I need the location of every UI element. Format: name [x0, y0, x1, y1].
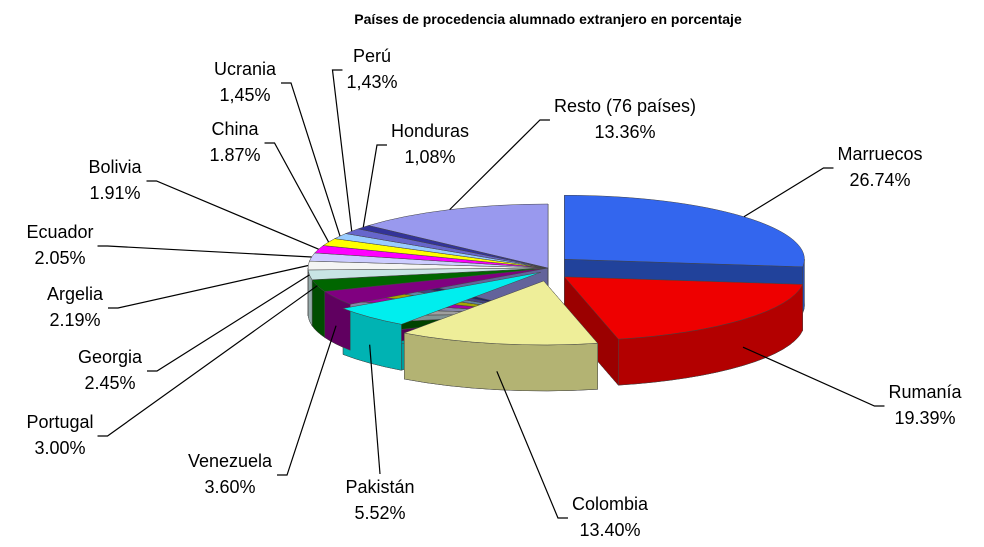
- slice: [564, 194, 805, 268]
- slice-value-label: 1,43%: [346, 72, 397, 92]
- slice-label: Venezuela: [188, 451, 273, 471]
- leader-line: [97, 245, 312, 258]
- slice-label: Honduras: [391, 121, 469, 141]
- slice-value-label: 1,08%: [404, 147, 455, 167]
- slice-tops: [307, 194, 805, 346]
- leader-line: [108, 264, 309, 309]
- slice-value-label: 3.60%: [204, 477, 255, 497]
- slice-label: China: [211, 119, 259, 139]
- slice-label: Colombia: [572, 494, 649, 514]
- chart-title: Países de procedencia alumnado extranjer…: [354, 11, 742, 27]
- leader-line: [331, 69, 353, 232]
- leader-line: [147, 274, 310, 372]
- leader-line: [146, 180, 319, 250]
- slice-value-label: 13.36%: [594, 122, 655, 142]
- leader-line: [742, 346, 885, 407]
- slice-label: Argelia: [47, 284, 104, 304]
- leader-line: [496, 371, 568, 519]
- slice-label: Marruecos: [837, 144, 922, 164]
- slice-value-label: 5.52%: [354, 503, 405, 523]
- slice-value-label: 1.91%: [89, 183, 140, 203]
- slice-label: Bolivia: [88, 157, 142, 177]
- slice-value-label: 26.74%: [849, 170, 910, 190]
- slice-label: Portugal: [26, 412, 93, 432]
- slice: [342, 271, 541, 325]
- slice-label: Rumanía: [888, 382, 962, 402]
- slice: [403, 280, 599, 346]
- leader-line: [369, 344, 381, 475]
- leader-line: [97, 285, 318, 437]
- leader-line: [743, 167, 834, 218]
- slice-value-label: 13.40%: [579, 520, 640, 540]
- slice-label: Pakistán: [345, 477, 414, 497]
- leader-line: [280, 82, 341, 237]
- leader-line: [362, 144, 387, 228]
- slice: [563, 276, 804, 340]
- slice-sides: [307, 259, 805, 392]
- slice-value-label: 2.19%: [49, 310, 100, 330]
- slice-value-label: 3.00%: [34, 438, 85, 458]
- slice-value-label: 1.87%: [209, 145, 260, 165]
- slice-side: [802, 259, 805, 313]
- slice-value-label: 1,45%: [219, 85, 270, 105]
- slice-label: Resto (76 países): [554, 96, 696, 116]
- slice-label: Perú: [353, 46, 391, 66]
- leader-line: [449, 119, 550, 211]
- slice-value-label: 19.39%: [894, 408, 955, 428]
- slice-label: Ecuador: [26, 222, 93, 242]
- slice-label: Ucrania: [214, 59, 277, 79]
- slice-value-label: 2.05%: [34, 248, 85, 268]
- slice-label: Georgia: [78, 347, 143, 367]
- leader-line: [264, 142, 330, 243]
- slice-value-label: 2.45%: [84, 373, 135, 393]
- leader-line: [277, 325, 337, 476]
